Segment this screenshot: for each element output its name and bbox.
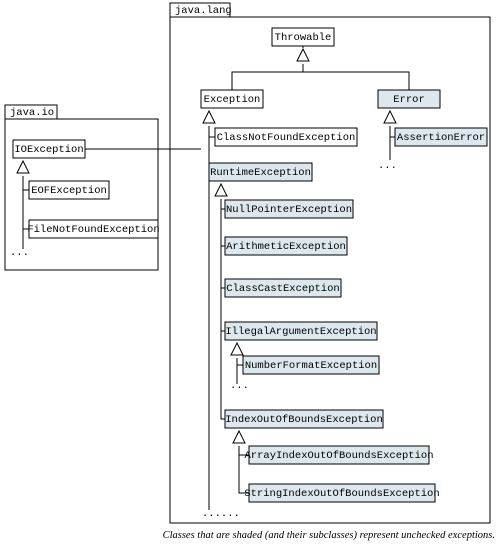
class-label-IOException: IOException (14, 144, 83, 156)
class-label-ClassNotFoundException: ClassNotFoundException (217, 132, 356, 144)
class-label-ClassCastException: ClassCastException (226, 283, 339, 295)
ellipsis: ...... (202, 508, 240, 520)
class-label-Throwable: Throwable (275, 32, 332, 44)
class-label-ArrayIndexOutOfBoundsException: ArrayIndexOutOfBoundsException (244, 450, 433, 462)
class-label-IllegalArgumentException: IllegalArgumentException (225, 326, 376, 338)
class-label-IndexOutOfBoundsException: IndexOutOfBoundsException (225, 414, 383, 426)
package-label-java.io: java.io (10, 107, 54, 119)
class-label-StringIndexOutOfBoundsException: StringIndexOutOfBoundsException (244, 488, 439, 500)
class-label-Error: Error (393, 94, 425, 106)
package-label-java.lang: java.lang (175, 5, 232, 17)
class-label-Exception: Exception (204, 94, 261, 106)
ellipsis: ... (10, 247, 29, 259)
ellipsis: ... (378, 160, 397, 172)
class-label-NullPointerException: NullPointerException (226, 204, 352, 216)
class-label-AssertionError: AssertionError (397, 132, 485, 144)
class-label-RuntimeException: RuntimeException (210, 167, 311, 179)
class-label-EOFException: EOFException (31, 185, 107, 197)
caption: Classes that are shaded (and their subcl… (163, 530, 495, 541)
class-label-NumberFormatException: NumberFormatException (245, 360, 377, 372)
class-label-ArithmeticException: ArithmeticException (226, 241, 346, 253)
class-label-FileNotFoundException: FileNotFoundException (27, 224, 159, 236)
ellipsis: ... (230, 380, 249, 392)
